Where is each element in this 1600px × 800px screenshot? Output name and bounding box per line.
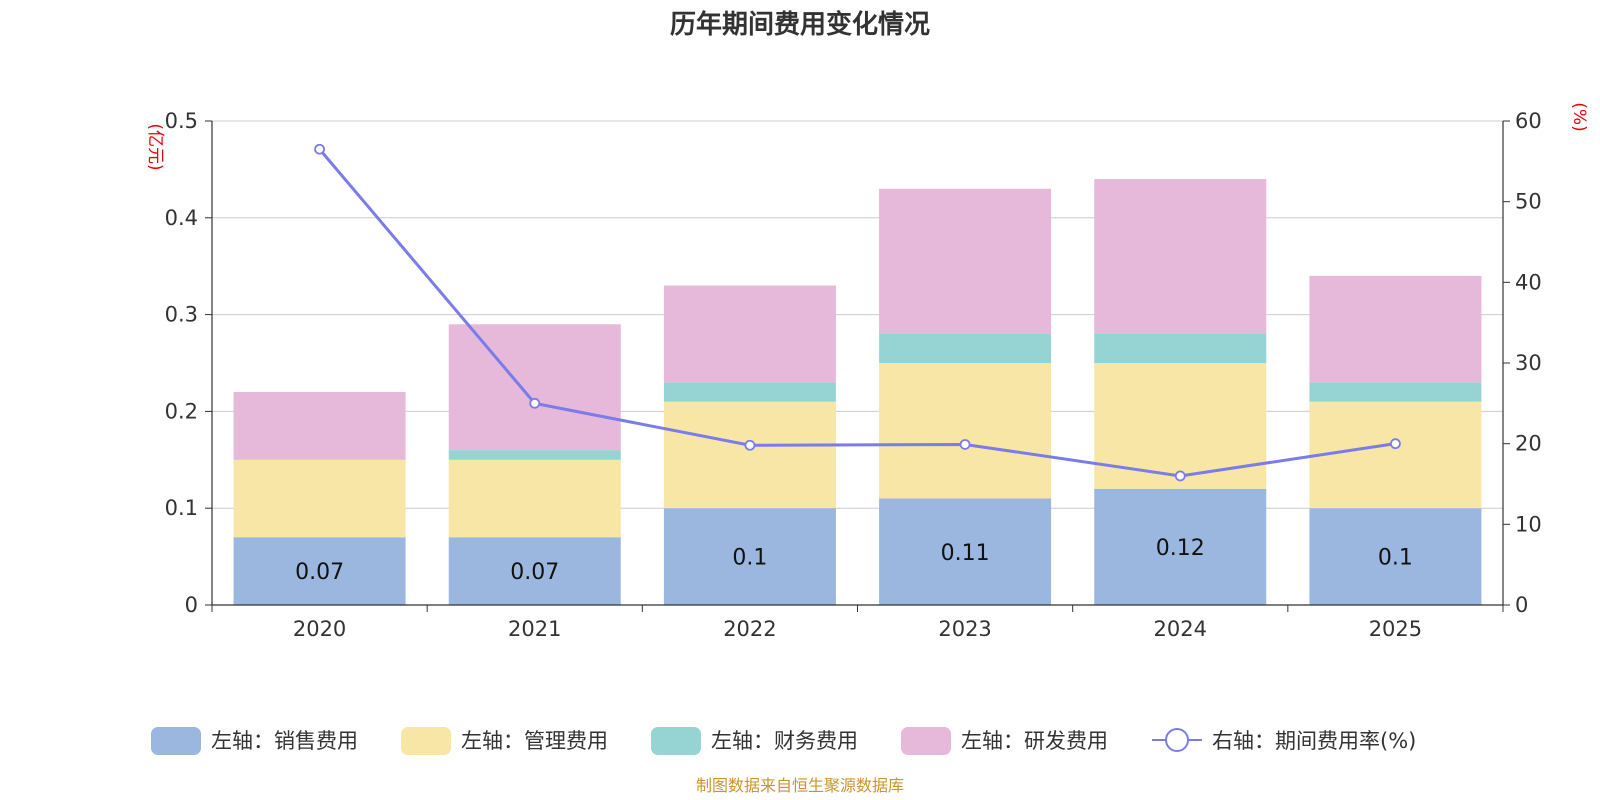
bar-segment-0-2020 [233,537,406,605]
right-tick-label: 20 [1515,432,1542,456]
bar-segment-3-2023 [879,188,1052,334]
data-label: 0.12 [1156,536,1205,561]
data-labels: 0.07 0.07 0.1 0.11 0.12 0.1 [295,536,1413,585]
bar-segment-0-2021 [448,537,621,605]
legend-label: 右轴：期间费用率(%) [1212,729,1416,753]
legend-label: 左轴：研发费用 [961,729,1108,753]
bar-segment-1-2025 [1309,401,1482,509]
right-tick-label: 40 [1515,270,1542,294]
legend-swatch [901,727,951,755]
legend-swatch [401,727,451,755]
right-tick-label: 10 [1515,512,1542,536]
rate-point [1174,470,1186,482]
chart-title: 历年期间费用变化情况 [670,9,930,40]
x-tick-label: 2025 [1369,617,1422,641]
rate-point [744,439,756,451]
data-label: 0.07 [510,560,559,585]
left-tick-label: 0.2 [165,399,198,423]
x-tick-label: 2022 [723,617,776,641]
legend-swatch [651,727,701,755]
legend-label: 左轴：管理费用 [461,729,608,753]
data-label: 0.11 [941,541,990,566]
left-tick-label: 0 [185,593,198,617]
bar-segment-3-2025 [1309,275,1482,383]
legend-marker [1165,728,1189,752]
bar-segment-3-2022 [663,285,836,383]
data-label: 0.1 [1378,546,1413,571]
bars [233,179,1482,605]
bar-segment-2-2022 [663,382,836,402]
x-tick-label: 2024 [1154,617,1207,641]
bar-segment-3-2024 [1094,179,1267,334]
axes: 0 0.1 0.2 0.3 0.4 0.5 0 10 20 30 40 50 60 2020 2021 202… [165,109,1542,641]
bar-segment-0-2022 [663,508,836,605]
bar-segment-3-2020 [233,392,406,460]
rate-line [314,143,1401,482]
bar-segment-1-2022 [663,401,836,509]
left-tick-label: 0.3 [165,303,198,327]
bar-segment-2-2024 [1094,333,1267,363]
x-tick-label: 2023 [938,617,991,641]
bar-segment-1-2021 [448,459,621,538]
legend: 左轴：销售费用 左轴：管理费用 左轴：财务费用 左轴：研发费用 右轴：期间费用率(%) [151,727,1416,755]
bar-segment-0-2025 [1309,508,1482,605]
rate-point [529,397,541,409]
left-tick-label: 0.1 [165,496,198,520]
rate-point [959,439,971,450]
data-label: 0.07 [295,560,344,585]
bar-segment-2-2021 [448,450,621,460]
legend-label: 左轴：财务费用 [711,729,858,753]
rate-line-path [318,148,1396,478]
bar-segment-1-2024 [1094,363,1267,489]
right-tick-label: 50 [1515,190,1542,214]
right-axis-unit: (%) [1569,102,1589,131]
gridlines [212,120,1503,509]
left-tick-label: 0.5 [165,109,198,133]
rate-point [314,143,325,155]
legend-label: 左轴：销售费用 [211,729,358,753]
bar-segment-1-2023 [879,363,1052,499]
bar-segment-2-2023 [879,333,1052,363]
right-tick-label: 0 [1515,593,1528,617]
bar-segment-0-2024 [1094,488,1267,605]
bar-segment-1-2020 [233,459,406,538]
legend-swatch [151,727,201,755]
rate-point [1390,438,1401,450]
left-axis-unit: (亿元) [145,123,165,170]
x-tick-label: 2020 [293,617,346,641]
right-tick-label: 60 [1515,109,1542,133]
right-tick-label: 30 [1515,351,1542,375]
bar-segment-2-2025 [1309,382,1482,402]
bar-segment-0-2023 [879,498,1052,605]
x-tick-label: 2021 [508,617,561,641]
source-note: 制图数据来自恒生聚源数据库 [696,776,904,795]
bar-segment-3-2021 [448,324,621,451]
left-tick-label: 0.4 [165,206,198,230]
data-label: 0.1 [732,546,767,571]
